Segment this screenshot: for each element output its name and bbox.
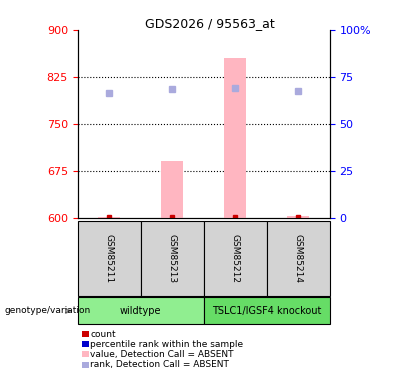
Text: TSLC1/IGSF4 knockout: TSLC1/IGSF4 knockout [212, 306, 321, 316]
Text: GDS2026 / 95563_at: GDS2026 / 95563_at [145, 17, 275, 30]
Text: GSM85211: GSM85211 [105, 234, 114, 284]
Text: GSM85213: GSM85213 [168, 234, 177, 284]
Text: wildtype: wildtype [120, 306, 161, 316]
Text: count: count [90, 330, 116, 339]
Text: rank, Detection Call = ABSENT: rank, Detection Call = ABSENT [90, 360, 229, 369]
Text: value, Detection Call = ABSENT: value, Detection Call = ABSENT [90, 350, 234, 359]
Text: genotype/variation: genotype/variation [4, 306, 90, 315]
Bar [224, 58, 246, 217]
Bar [161, 161, 183, 218]
Bar [287, 216, 309, 217]
Text: GSM85214: GSM85214 [294, 234, 303, 283]
Text: GSM85212: GSM85212 [231, 234, 240, 283]
Text: percentile rank within the sample: percentile rank within the sample [90, 340, 244, 349]
